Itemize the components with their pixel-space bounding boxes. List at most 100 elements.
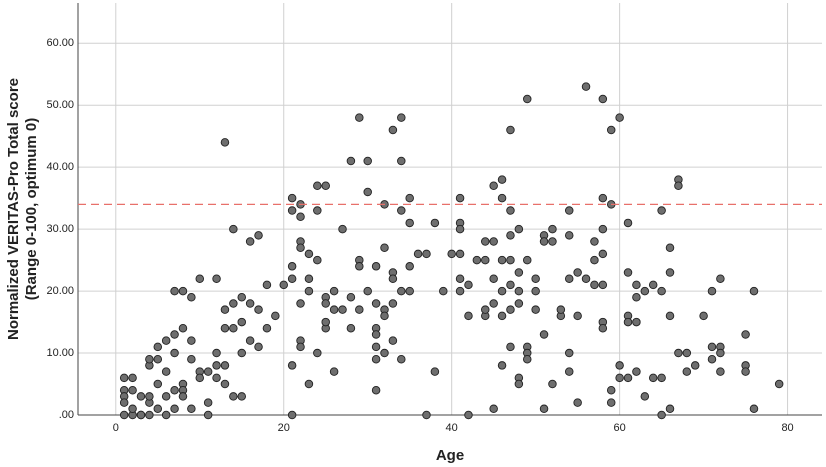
point xyxy=(371,342,381,352)
point xyxy=(455,224,465,234)
point xyxy=(481,237,490,246)
point xyxy=(271,311,280,321)
point xyxy=(220,379,230,389)
point xyxy=(329,305,339,314)
point xyxy=(153,342,163,352)
point xyxy=(405,262,414,271)
point xyxy=(371,262,381,271)
point xyxy=(388,125,398,135)
point xyxy=(699,311,708,321)
point xyxy=(564,348,574,358)
point xyxy=(464,280,473,290)
point xyxy=(187,336,196,345)
point xyxy=(632,293,641,302)
point xyxy=(455,249,465,259)
point xyxy=(573,268,582,277)
point xyxy=(187,293,196,302)
point xyxy=(539,330,549,339)
point xyxy=(245,237,255,246)
point xyxy=(254,305,263,314)
point xyxy=(632,367,641,376)
y-tick-label: .00 xyxy=(59,409,74,421)
point xyxy=(489,237,498,246)
point xyxy=(363,187,372,197)
point xyxy=(220,361,230,370)
point xyxy=(573,398,582,407)
point xyxy=(716,348,725,358)
point xyxy=(590,237,599,246)
point xyxy=(220,324,230,333)
point xyxy=(329,286,339,296)
point xyxy=(590,280,599,290)
point xyxy=(229,392,238,401)
point xyxy=(648,280,658,290)
point xyxy=(203,367,213,376)
point xyxy=(615,361,624,370)
point xyxy=(136,392,146,401)
point xyxy=(304,379,314,389)
point xyxy=(296,342,305,352)
y-axis-title: Normalized VERITAS-Pro Total score xyxy=(5,78,22,340)
point xyxy=(598,193,608,203)
point xyxy=(640,392,650,401)
point xyxy=(355,305,364,314)
x-tick-label: 40 xyxy=(446,422,458,434)
point xyxy=(514,286,524,296)
point xyxy=(548,237,557,246)
point xyxy=(531,274,540,283)
point xyxy=(598,249,608,259)
point xyxy=(539,237,549,246)
point xyxy=(195,373,205,383)
point xyxy=(405,193,414,203)
point xyxy=(237,348,246,358)
point xyxy=(371,330,381,339)
point xyxy=(564,206,574,215)
point xyxy=(464,311,473,321)
point xyxy=(598,224,608,234)
point xyxy=(514,268,524,277)
x-tick-label: 80 xyxy=(781,422,793,434)
point xyxy=(161,367,171,376)
point xyxy=(178,286,188,296)
point xyxy=(170,385,179,395)
point xyxy=(598,280,608,290)
point xyxy=(254,231,263,240)
y-tick-label: 30.00 xyxy=(46,223,74,235)
point xyxy=(304,249,314,259)
point xyxy=(464,410,473,420)
point xyxy=(506,231,515,240)
point xyxy=(397,206,406,215)
point xyxy=(355,113,364,122)
point xyxy=(548,379,557,389)
point xyxy=(716,367,725,376)
point xyxy=(707,286,717,296)
x-tick-label: 60 xyxy=(614,422,626,434)
point xyxy=(640,286,650,296)
point xyxy=(648,373,658,383)
point xyxy=(674,181,683,191)
point xyxy=(632,317,641,327)
point xyxy=(195,274,205,283)
point xyxy=(397,286,406,296)
point xyxy=(598,324,608,333)
point xyxy=(363,156,372,166)
point xyxy=(313,206,322,215)
point xyxy=(564,367,574,376)
point xyxy=(388,274,398,283)
point xyxy=(615,113,624,122)
point xyxy=(632,280,641,290)
point xyxy=(145,410,154,420)
point xyxy=(128,373,137,383)
point xyxy=(523,255,532,265)
point xyxy=(128,385,137,395)
point xyxy=(489,274,498,283)
point xyxy=(531,305,540,314)
x-tick-label: 0 xyxy=(113,422,119,434)
point xyxy=(380,243,389,252)
point xyxy=(422,249,431,259)
point xyxy=(279,280,288,290)
point xyxy=(623,268,633,277)
point xyxy=(338,224,347,234)
point xyxy=(455,286,465,296)
